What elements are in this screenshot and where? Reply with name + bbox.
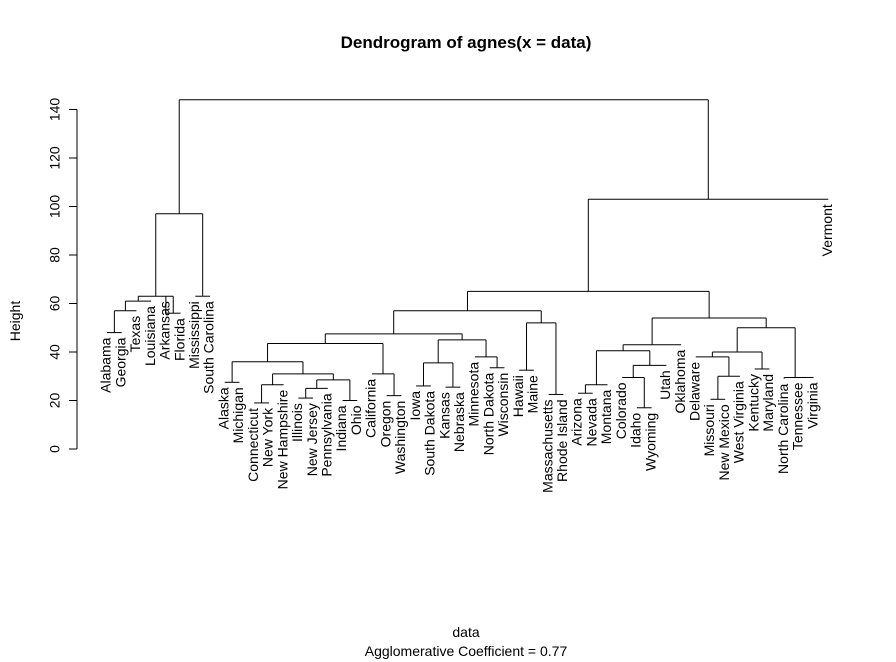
y-tick-label: 140 [47,98,63,122]
leaf-label: Indiana [333,405,349,451]
leaf-label: South Carolina [201,301,217,394]
leaf-label: New York [260,407,276,467]
leaf-label: Connecticut [245,408,261,482]
leaf-label: Wisconsin [495,373,511,437]
x-axis-label: data [452,624,479,640]
leaf-label: Oregon [377,401,393,448]
leaf-label: Wyoming [642,413,658,471]
y-axis: 0 20 40 60 80 100 120 140 [47,98,78,453]
leaf-label: Virginia [804,382,820,429]
leaf-label: Pennsylvania [319,393,335,476]
leaf-label: Texas [127,316,143,353]
y-tick-label: 40 [47,344,63,360]
y-tick-label: 120 [47,146,63,170]
leaf-label: Vermont [819,204,835,256]
leaf-label: New Jersey [304,403,320,476]
leaf-label: New Hampshire [274,390,290,490]
leaf-labels: AlabamaGeorgiaTexasLouisianaArkansasFlor… [98,204,835,493]
y-tick-label: 100 [47,195,63,219]
leaf-label: Louisiana [142,306,158,366]
y-tick-label: 80 [47,247,63,263]
leaf-label: Mississippi [186,301,202,369]
leaf-label: Illinois [289,403,305,442]
leaf-label: Kentucky [745,374,761,432]
leaf-label: Kansas [436,392,452,439]
y-tick-label: 60 [47,296,63,312]
leaf-label: Rhode Island [554,399,570,482]
leaf-label: Florida [171,318,187,361]
chart-title: Dendrogram of agnes(x = data) [341,33,592,52]
leaf-label: New Mexico [716,404,732,480]
leaf-label: Colorado [613,382,629,439]
leaf-label: Ohio [348,405,364,435]
leaf-label: West Virginia [731,381,747,463]
leaf-label: Maine [525,375,541,413]
leaf-label: Washington [392,401,408,474]
leaf-label: Tennessee [790,382,806,450]
leaf-label: North Carolina [775,383,791,473]
leaf-label: Oklahoma [672,350,688,414]
leaf-label: Alabama [98,337,114,392]
leaf-label: Minnesota [466,362,482,427]
leaf-label: Arkansas [157,301,173,359]
leaf-label: Massachusetts [539,399,555,492]
leaf-label: South Dakota [422,391,438,476]
leaf-label: Utah [657,370,673,400]
leaf-label: Nebraska [451,392,467,452]
leaf-label: Arizona [569,398,585,446]
leaf-label: Maryland [760,374,776,432]
leaf-label: Nevada [583,398,599,446]
leaf-label: Michigan [230,387,246,443]
leaf-label: Alaska [215,387,231,429]
leaf-label: Missouri [701,404,717,456]
dendrogram-branches [107,99,829,409]
leaf-label: Hawaii [510,375,526,417]
leaf-label: North Dakota [480,373,496,456]
leaf-label: Montana [598,390,614,445]
y-tick-label: 20 [47,393,63,409]
agglomerative-coefficient-label: Agglomerative Coefficient = 0.77 [365,643,568,659]
leaf-label: Delaware [687,362,703,421]
leaf-label: California [363,379,379,438]
leaf-label: Iowa [407,391,423,421]
y-axis-label: Height [7,301,23,342]
leaf-label: Georgia [112,337,128,387]
y-tick-label: 0 [47,445,63,453]
leaf-label: Idaho [628,413,644,448]
